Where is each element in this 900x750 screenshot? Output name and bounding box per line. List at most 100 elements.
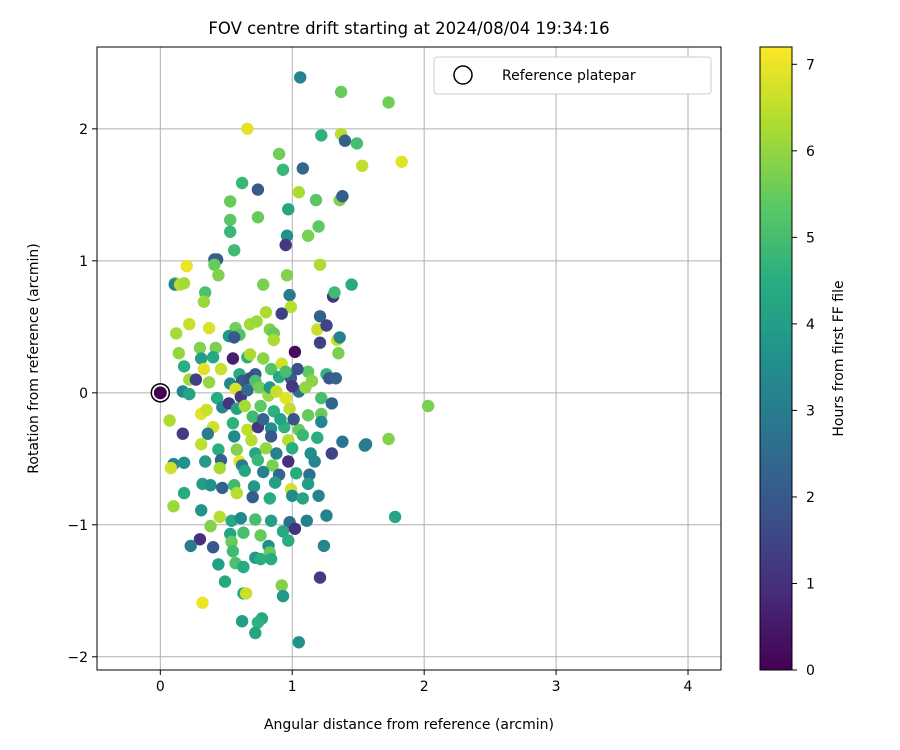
data-point bbox=[303, 468, 316, 481]
data-point bbox=[345, 278, 358, 291]
data-point bbox=[257, 465, 270, 479]
data-point bbox=[209, 341, 222, 355]
legend: Reference platepar bbox=[433, 56, 712, 95]
data-point bbox=[202, 376, 216, 389]
data-point bbox=[301, 229, 315, 242]
data-point bbox=[350, 137, 364, 150]
data-point bbox=[336, 435, 349, 448]
data-point bbox=[282, 534, 295, 547]
chart-title: FOV centre drift starting at 2024/08/04 … bbox=[208, 19, 609, 38]
data-point bbox=[228, 331, 241, 344]
data-point bbox=[226, 352, 240, 365]
data-point bbox=[237, 526, 250, 539]
data-point bbox=[263, 492, 276, 505]
data-point bbox=[270, 447, 283, 460]
data-point bbox=[212, 558, 225, 571]
data-point bbox=[170, 327, 183, 340]
data-point bbox=[280, 229, 294, 242]
data-point bbox=[301, 477, 315, 491]
data-point bbox=[286, 489, 299, 502]
data-point bbox=[266, 459, 279, 472]
data-point bbox=[251, 616, 265, 629]
data-point bbox=[184, 539, 197, 553]
x-axis-ticks: 0 1 2 3 4 bbox=[156, 670, 693, 695]
x-tick-label: 3 bbox=[552, 679, 561, 695]
data-point bbox=[292, 636, 305, 649]
data-point bbox=[253, 381, 266, 394]
data-point bbox=[279, 238, 292, 252]
data-point bbox=[279, 365, 292, 378]
data-point bbox=[287, 413, 300, 426]
data-point bbox=[259, 442, 273, 455]
data-point bbox=[274, 413, 287, 426]
data-point bbox=[315, 391, 328, 405]
data-point bbox=[213, 510, 226, 524]
data-point bbox=[325, 397, 338, 410]
data-point bbox=[199, 286, 212, 299]
grid-lines bbox=[97, 47, 721, 670]
data-point bbox=[270, 385, 283, 398]
x-tick-label: 1 bbox=[288, 679, 297, 695]
y-tick-label: 1 bbox=[79, 254, 88, 270]
data-point bbox=[257, 278, 270, 291]
data-point bbox=[312, 220, 325, 233]
data-point bbox=[201, 427, 214, 440]
data-point bbox=[254, 399, 267, 413]
data-point bbox=[288, 345, 302, 359]
data-point bbox=[200, 403, 213, 417]
data-point bbox=[254, 529, 267, 542]
data-point bbox=[283, 402, 296, 415]
data-point bbox=[284, 300, 298, 314]
data-point bbox=[212, 269, 225, 282]
data-point bbox=[264, 430, 278, 443]
data-point bbox=[199, 455, 212, 468]
data-point bbox=[288, 522, 302, 535]
data-point bbox=[276, 163, 290, 176]
data-point bbox=[251, 183, 265, 196]
data-point bbox=[197, 295, 211, 308]
data-point bbox=[206, 541, 220, 554]
data-point bbox=[176, 427, 189, 440]
data-point bbox=[359, 438, 373, 451]
data-point bbox=[183, 318, 196, 331]
data-point bbox=[218, 575, 232, 588]
legend-marker-icon bbox=[453, 65, 473, 85]
data-point bbox=[333, 331, 346, 344]
data-point bbox=[243, 348, 257, 361]
data-point bbox=[241, 423, 254, 436]
data-point bbox=[172, 347, 185, 360]
data-point bbox=[382, 96, 395, 109]
x-tick-label: 4 bbox=[684, 679, 693, 695]
data-point bbox=[313, 258, 327, 271]
data-point bbox=[257, 352, 270, 365]
data-point bbox=[213, 461, 226, 475]
data-point bbox=[246, 490, 259, 504]
data-point bbox=[268, 476, 282, 489]
x-tick-label: 2 bbox=[420, 679, 429, 695]
data-point bbox=[210, 391, 224, 405]
data-point bbox=[177, 456, 191, 469]
data-point bbox=[202, 321, 216, 335]
y-tick-label: −2 bbox=[67, 650, 88, 666]
data-point bbox=[164, 461, 178, 475]
data-point bbox=[224, 213, 237, 227]
data-point bbox=[290, 467, 303, 480]
data-point bbox=[226, 417, 240, 430]
data-point bbox=[301, 409, 315, 422]
data-point bbox=[296, 492, 309, 505]
data-point bbox=[286, 380, 299, 393]
data-point bbox=[336, 190, 349, 203]
data-point bbox=[245, 434, 258, 447]
data-point bbox=[300, 514, 313, 527]
colorbar-tick-label: 4 bbox=[806, 317, 815, 333]
data-point bbox=[212, 443, 225, 456]
data-point bbox=[315, 415, 328, 429]
data-point bbox=[286, 442, 299, 455]
data-point bbox=[249, 513, 262, 526]
legend-label: Reference platepar bbox=[502, 68, 636, 84]
data-point bbox=[292, 186, 305, 199]
data-point bbox=[275, 579, 288, 592]
data-point bbox=[421, 399, 435, 413]
data-point bbox=[299, 381, 312, 394]
